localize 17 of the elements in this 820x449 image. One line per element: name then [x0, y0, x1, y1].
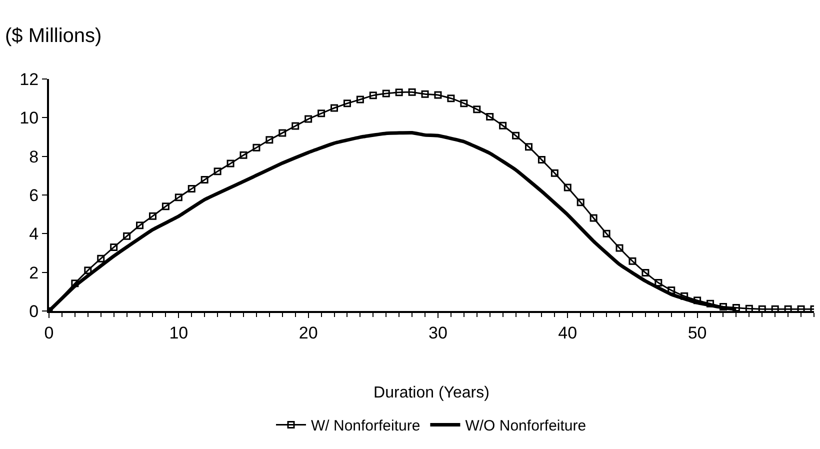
legend-label: W/O Nonforfeiture [465, 418, 586, 435]
x-tick-label: 50 [688, 323, 707, 342]
y-axis-title: ($ Millions) [5, 25, 102, 47]
x-axis-title: Duration (Years) [374, 384, 490, 402]
y-tick-label: 8 [29, 147, 39, 166]
x-tick-label: 0 [44, 323, 54, 342]
y-tick-label: 10 [20, 108, 39, 128]
y-tick-label: 6 [29, 186, 39, 205]
y-tick-label: 2 [29, 263, 39, 282]
y-tick-label: 0 [29, 302, 39, 321]
y-tick-label: 4 [29, 224, 39, 244]
x-tick-label: 30 [428, 323, 448, 342]
x-tick-label: 40 [558, 323, 578, 342]
y-tick-label: 12 [20, 70, 39, 89]
x-tick-label: 20 [298, 323, 318, 342]
x-tick-label: 10 [169, 323, 188, 342]
legend-label: W/ Nonforfeiture [311, 418, 420, 435]
